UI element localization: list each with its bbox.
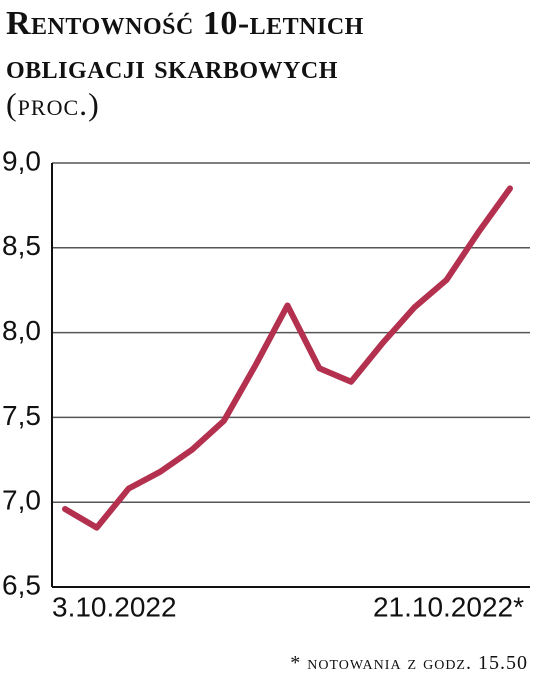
y-tick-label: 6,5 [2, 569, 41, 600]
x-tick-label: 3.10.2022 [52, 591, 177, 622]
y-tick-label: 7,0 [2, 485, 41, 516]
y-tick-label: 8,5 [2, 230, 41, 261]
chart-title: Rentowność 10-letnich obligacji skarbowy… [6, 5, 364, 86]
chart: 6,5 7,0 7,5 8,0 8,5 9,0 3.10.2022 21.10.2022* [2, 145, 530, 622]
y-tick-label: 7,5 [2, 400, 41, 431]
footnote: * notowania z godz. 15.50 [290, 652, 528, 674]
y-tick-label: 8,0 [2, 315, 41, 346]
data-line [62, 185, 513, 531]
y-tick-label: 9,0 [2, 145, 41, 176]
chart-subtitle: (proc.) [6, 86, 100, 122]
x-tick-label: 21.10.2022* [373, 591, 524, 622]
